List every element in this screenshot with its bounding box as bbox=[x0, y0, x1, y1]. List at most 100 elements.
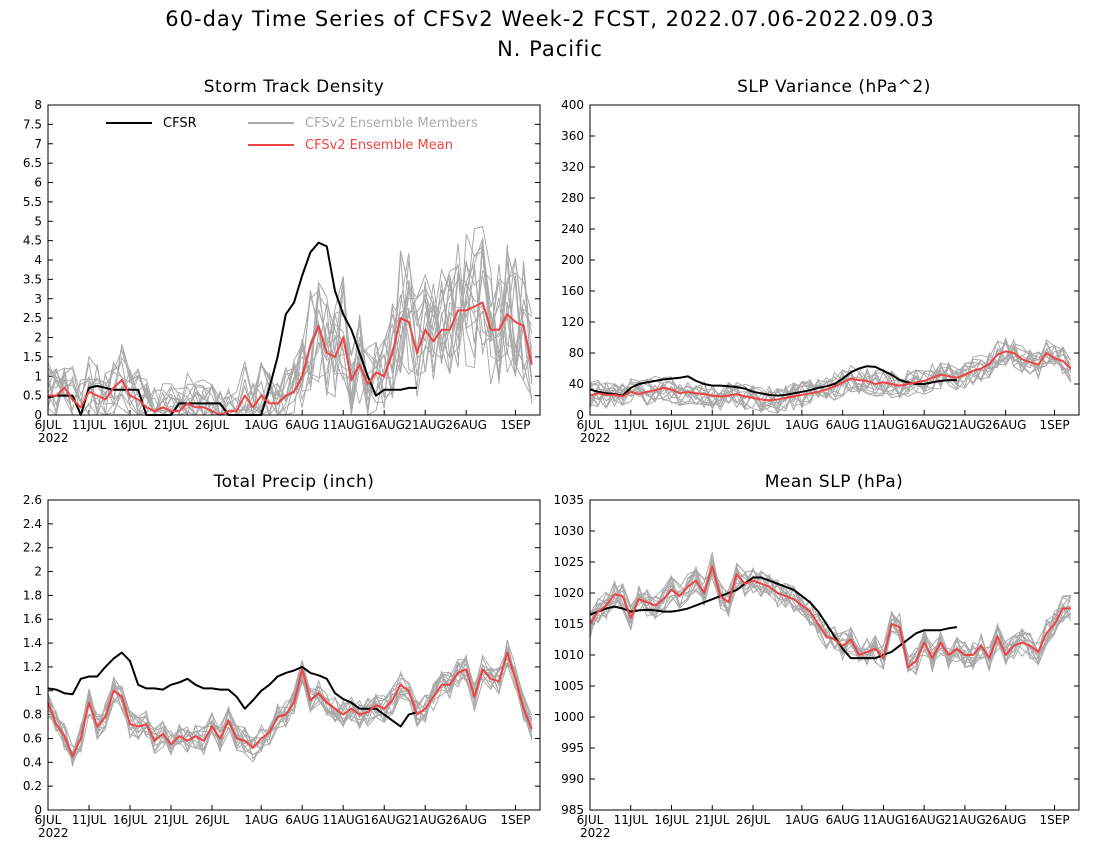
panel-slp-variance: SLP Variance (hPa^2) 0 40 80 120 160 200 240 28… bbox=[561, 77, 1080, 445]
y-tick-label: 3.5 bbox=[23, 272, 42, 286]
x-tick-label: 1SEP bbox=[1040, 418, 1070, 432]
y-tick-label: 0 bbox=[34, 803, 42, 817]
ensemble-member-line bbox=[589, 561, 1071, 671]
ensemble-member-line bbox=[47, 244, 533, 416]
y-tick-label: 1.2 bbox=[23, 660, 42, 674]
ensemble-member-line bbox=[589, 566, 1072, 674]
ensemble-members bbox=[47, 639, 533, 767]
x-tick-label: 16AUG bbox=[363, 813, 405, 827]
x-tick-label: 21JUL bbox=[154, 813, 189, 827]
y-tick-label: 80 bbox=[569, 346, 584, 360]
y-tick-label: 1 bbox=[34, 369, 42, 383]
y-tick-label: 6 bbox=[34, 176, 42, 190]
x-tick-label: 21AUG bbox=[404, 813, 446, 827]
ensemble-members bbox=[47, 225, 533, 417]
ensemble-member-line bbox=[47, 238, 533, 417]
y-tick-label: 6.5 bbox=[23, 156, 42, 170]
y-tick-label: 2 bbox=[34, 565, 42, 579]
ensemble-members bbox=[589, 552, 1072, 676]
y-tick-label: 1.5 bbox=[23, 350, 42, 364]
x-tick-label: 26JUL bbox=[195, 813, 230, 827]
ensemble-member-line bbox=[589, 339, 1072, 414]
legend-label-cfsr: CFSR bbox=[163, 116, 197, 131]
ensemble-member-line bbox=[589, 563, 1072, 669]
ensemble-member-line bbox=[589, 344, 1072, 411]
x-tick-label: 6JUL bbox=[35, 813, 62, 827]
y-tick-label: 990 bbox=[561, 772, 584, 786]
cfsr-line bbox=[47, 651, 418, 728]
x-tick-label: 16AUG bbox=[903, 813, 945, 827]
ensemble-member-line bbox=[589, 564, 1072, 664]
y-tick-label: 160 bbox=[561, 284, 584, 298]
y-tick-label: 2.6 bbox=[23, 493, 42, 507]
y-tick-label: 1035 bbox=[553, 493, 584, 507]
plot-frame bbox=[589, 104, 1080, 416]
y-tick-label: 2.4 bbox=[23, 517, 42, 531]
x-tick-label: 16JUL bbox=[113, 418, 148, 432]
panel-title: Total Precip (inch) bbox=[213, 472, 375, 492]
y-tick-label: 1010 bbox=[553, 648, 584, 662]
x-tick-label: 11AUG bbox=[322, 813, 364, 827]
ensemble-member-line bbox=[589, 336, 1072, 407]
plot-frame bbox=[47, 499, 541, 811]
x-tick-label: 26JUL bbox=[736, 813, 771, 827]
figure-subtitle: N. Pacific bbox=[497, 37, 603, 61]
x-year-label: 2022 bbox=[38, 431, 69, 445]
x-tick-label: 11AUG bbox=[863, 813, 905, 827]
y-tick-label: 7 bbox=[34, 137, 42, 151]
legend-label-members: CFSv2 Ensemble Members bbox=[305, 116, 478, 131]
y-tick-label: 320 bbox=[561, 160, 584, 174]
x-tick-label: 21AUG bbox=[944, 813, 986, 827]
x-tick-label: 16JUL bbox=[113, 813, 148, 827]
y-tick-label: 1005 bbox=[553, 679, 584, 693]
x-tick-label: 16JUL bbox=[654, 418, 689, 432]
y-tick-label: 280 bbox=[561, 191, 584, 205]
legend: CFSR CFSv2 Ensemble Members CFSv2 Ensemb… bbox=[106, 116, 478, 153]
panel-title: Mean SLP (hPa) bbox=[765, 472, 904, 492]
y-tick-label: 995 bbox=[561, 741, 584, 755]
y-tick-label: 200 bbox=[561, 253, 584, 267]
x-tick-label: 21AUG bbox=[404, 418, 446, 432]
y-tick-label: 1030 bbox=[553, 524, 584, 538]
ensemble-member-line bbox=[47, 657, 533, 765]
ensemble-member-line bbox=[47, 260, 533, 417]
y-tick-label: 2 bbox=[34, 331, 42, 345]
cfsr-line bbox=[589, 576, 957, 660]
y-tick-label: 1025 bbox=[553, 555, 584, 569]
y-tick-label: 5.5 bbox=[23, 195, 42, 209]
x-tick-label: 1SEP bbox=[500, 813, 530, 827]
panel-mean-slp: Mean SLP (hPa) 985 990 995 1000 1005 1010 1015… bbox=[553, 472, 1080, 840]
ensemble-members bbox=[589, 336, 1072, 415]
x-year-label: 2022 bbox=[580, 431, 611, 445]
y-tick-label: 120 bbox=[561, 315, 584, 329]
y-tick-label: 0.2 bbox=[23, 779, 42, 793]
y-tick-label: 7.5 bbox=[23, 117, 42, 131]
y-tick-label: 1.8 bbox=[23, 588, 42, 602]
x-tick-label: 11JUL bbox=[614, 418, 649, 432]
ensemble-mean-line bbox=[47, 651, 533, 758]
x-tick-label: 26AUG bbox=[985, 418, 1027, 432]
x-tick-label: 16JUL bbox=[654, 813, 689, 827]
x-tick-label: 6AUG bbox=[285, 418, 319, 432]
x-tick-label: 1AUG bbox=[244, 418, 278, 432]
y-tick-label: 1000 bbox=[553, 710, 584, 724]
ensemble-member-line bbox=[589, 558, 1071, 674]
x-tick-label: 11AUG bbox=[863, 418, 905, 432]
ensemble-member-line bbox=[589, 567, 1071, 670]
x-year-label: 2022 bbox=[38, 826, 69, 840]
x-tick-label: 21JUL bbox=[695, 418, 730, 432]
y-tick-label: 240 bbox=[561, 222, 584, 236]
y-tick-label: 0.8 bbox=[23, 708, 42, 722]
x-tick-label: 6JUL bbox=[577, 418, 604, 432]
panel-title: Storm Track Density bbox=[204, 77, 385, 97]
x-tick-label: 21JUL bbox=[695, 813, 730, 827]
x-tick-label: 16AUG bbox=[363, 418, 405, 432]
ensemble-member-line bbox=[589, 566, 1072, 673]
y-tick-label: 4 bbox=[34, 253, 42, 267]
x-tick-label: 6JUL bbox=[577, 813, 604, 827]
ensemble-member-line bbox=[589, 559, 1072, 673]
x-tick-label: 21JUL bbox=[154, 418, 189, 432]
ensemble-member-line bbox=[47, 225, 533, 417]
x-tick-label: 6AUG bbox=[826, 418, 860, 432]
